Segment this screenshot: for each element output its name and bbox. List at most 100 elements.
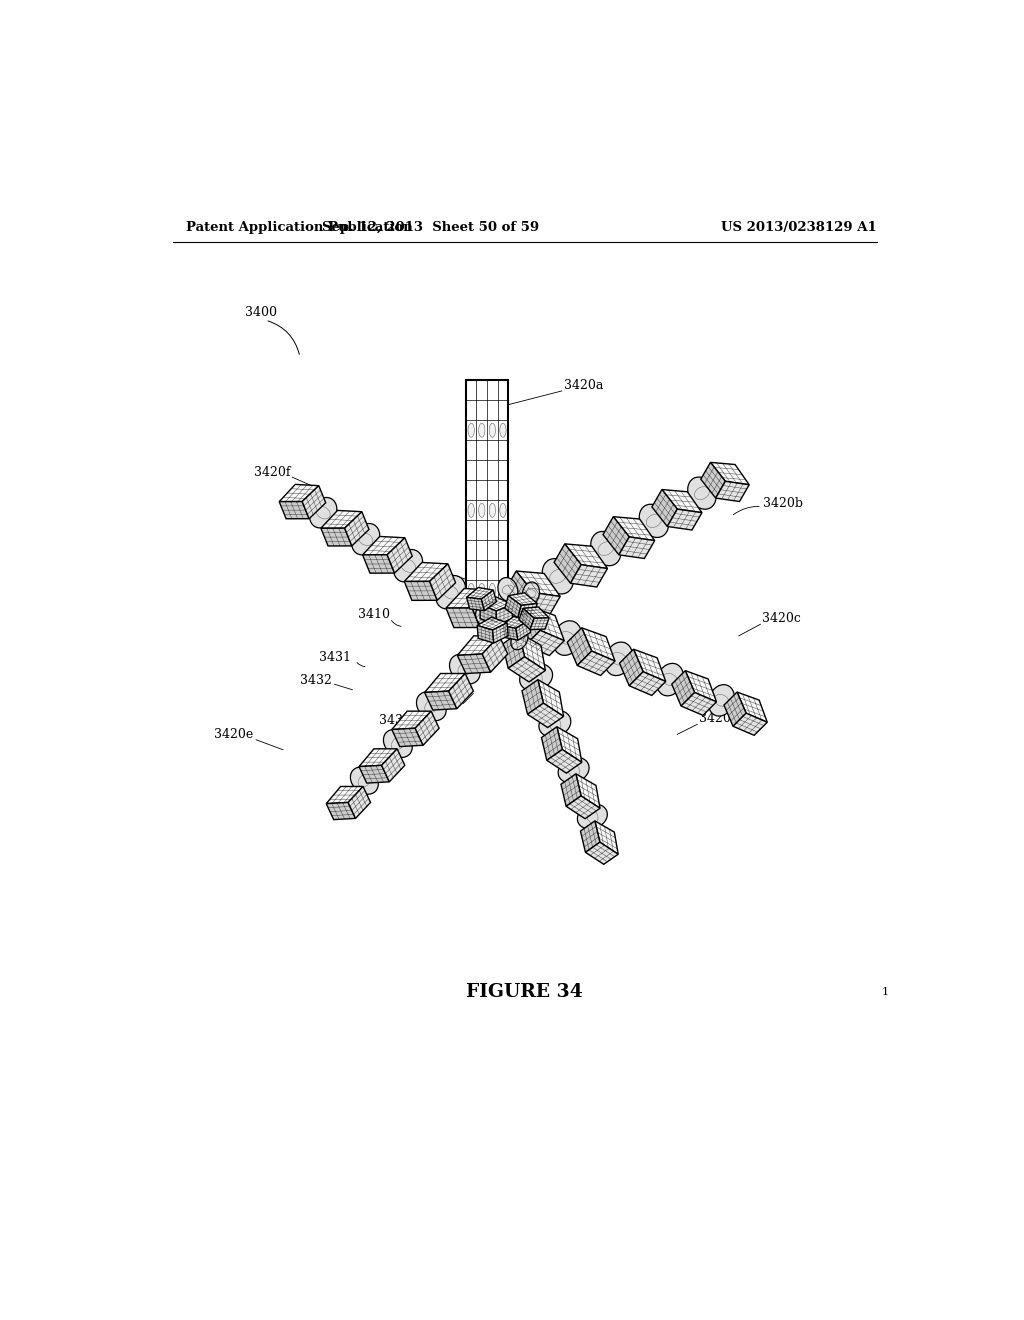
Polygon shape xyxy=(530,618,549,630)
Polygon shape xyxy=(565,544,607,569)
Polygon shape xyxy=(711,462,750,484)
Ellipse shape xyxy=(468,583,474,598)
Polygon shape xyxy=(467,587,494,599)
Ellipse shape xyxy=(478,503,485,517)
Ellipse shape xyxy=(468,503,474,517)
Polygon shape xyxy=(575,774,600,808)
Ellipse shape xyxy=(450,655,480,684)
Ellipse shape xyxy=(522,582,540,605)
Ellipse shape xyxy=(539,710,570,737)
Ellipse shape xyxy=(350,767,378,795)
Polygon shape xyxy=(425,673,465,693)
Polygon shape xyxy=(566,796,600,818)
Ellipse shape xyxy=(489,424,496,437)
Ellipse shape xyxy=(435,576,466,609)
Ellipse shape xyxy=(511,630,528,649)
Ellipse shape xyxy=(383,730,413,758)
Text: Sep. 12, 2013  Sheet 50 of 59: Sep. 12, 2013 Sheet 50 of 59 xyxy=(323,222,540,234)
Polygon shape xyxy=(672,671,694,706)
Polygon shape xyxy=(518,603,538,618)
Polygon shape xyxy=(581,821,600,853)
Polygon shape xyxy=(446,589,490,609)
Ellipse shape xyxy=(500,503,506,517)
Ellipse shape xyxy=(578,804,607,829)
Polygon shape xyxy=(618,537,654,558)
Polygon shape xyxy=(522,680,544,714)
Polygon shape xyxy=(446,609,480,627)
Polygon shape xyxy=(620,649,643,686)
Ellipse shape xyxy=(489,583,496,598)
Polygon shape xyxy=(554,544,582,583)
Ellipse shape xyxy=(553,620,582,655)
Polygon shape xyxy=(280,502,309,519)
Polygon shape xyxy=(613,516,654,541)
Text: 3410: 3410 xyxy=(357,607,390,620)
Polygon shape xyxy=(302,486,326,519)
Text: 3420c: 3420c xyxy=(762,612,801,626)
Polygon shape xyxy=(561,774,581,807)
Polygon shape xyxy=(467,598,484,611)
Polygon shape xyxy=(668,510,702,531)
Polygon shape xyxy=(525,631,564,656)
Text: Patent Application Publication: Patent Application Publication xyxy=(186,222,413,234)
Polygon shape xyxy=(392,729,423,747)
Polygon shape xyxy=(508,657,546,682)
Ellipse shape xyxy=(639,504,669,537)
Text: 3420b: 3420b xyxy=(764,496,804,510)
Polygon shape xyxy=(505,595,521,618)
Polygon shape xyxy=(425,692,457,710)
Polygon shape xyxy=(515,606,541,645)
Polygon shape xyxy=(629,672,666,696)
Polygon shape xyxy=(362,536,404,554)
Polygon shape xyxy=(481,590,497,611)
Polygon shape xyxy=(477,618,507,630)
Polygon shape xyxy=(497,605,512,626)
Polygon shape xyxy=(392,711,431,730)
Polygon shape xyxy=(449,673,473,709)
Ellipse shape xyxy=(688,477,716,510)
Polygon shape xyxy=(662,490,702,512)
Text: 3432: 3432 xyxy=(300,675,332,686)
Polygon shape xyxy=(519,632,546,671)
Polygon shape xyxy=(359,766,389,783)
Polygon shape xyxy=(280,484,318,502)
Polygon shape xyxy=(472,590,499,627)
Polygon shape xyxy=(503,632,524,668)
Ellipse shape xyxy=(309,498,337,528)
Text: 3420e: 3420e xyxy=(214,727,253,741)
Polygon shape xyxy=(700,462,725,498)
Polygon shape xyxy=(570,565,607,587)
Polygon shape xyxy=(652,490,677,527)
Polygon shape xyxy=(321,511,361,528)
Polygon shape xyxy=(404,562,447,582)
Polygon shape xyxy=(547,750,582,774)
Polygon shape xyxy=(538,680,563,717)
Polygon shape xyxy=(527,704,563,727)
Text: 3430: 3430 xyxy=(379,714,411,727)
Ellipse shape xyxy=(478,424,485,437)
Ellipse shape xyxy=(489,503,496,517)
Ellipse shape xyxy=(500,424,506,437)
Polygon shape xyxy=(523,607,549,618)
Ellipse shape xyxy=(351,524,380,554)
Polygon shape xyxy=(530,606,564,640)
Polygon shape xyxy=(430,564,456,601)
Polygon shape xyxy=(404,581,437,601)
Polygon shape xyxy=(634,649,666,681)
Polygon shape xyxy=(716,482,750,502)
Ellipse shape xyxy=(591,532,621,566)
Polygon shape xyxy=(345,512,369,546)
Text: 3420f: 3420f xyxy=(254,466,290,479)
Polygon shape xyxy=(603,516,629,554)
Text: 3431: 3431 xyxy=(319,651,351,664)
Polygon shape xyxy=(542,727,562,760)
Ellipse shape xyxy=(604,642,633,676)
Text: 3440: 3440 xyxy=(514,582,546,594)
Polygon shape xyxy=(362,554,394,573)
Ellipse shape xyxy=(393,549,423,582)
Ellipse shape xyxy=(519,664,553,692)
Polygon shape xyxy=(737,692,767,722)
Polygon shape xyxy=(415,711,439,746)
Polygon shape xyxy=(733,713,767,735)
Polygon shape xyxy=(502,626,518,640)
